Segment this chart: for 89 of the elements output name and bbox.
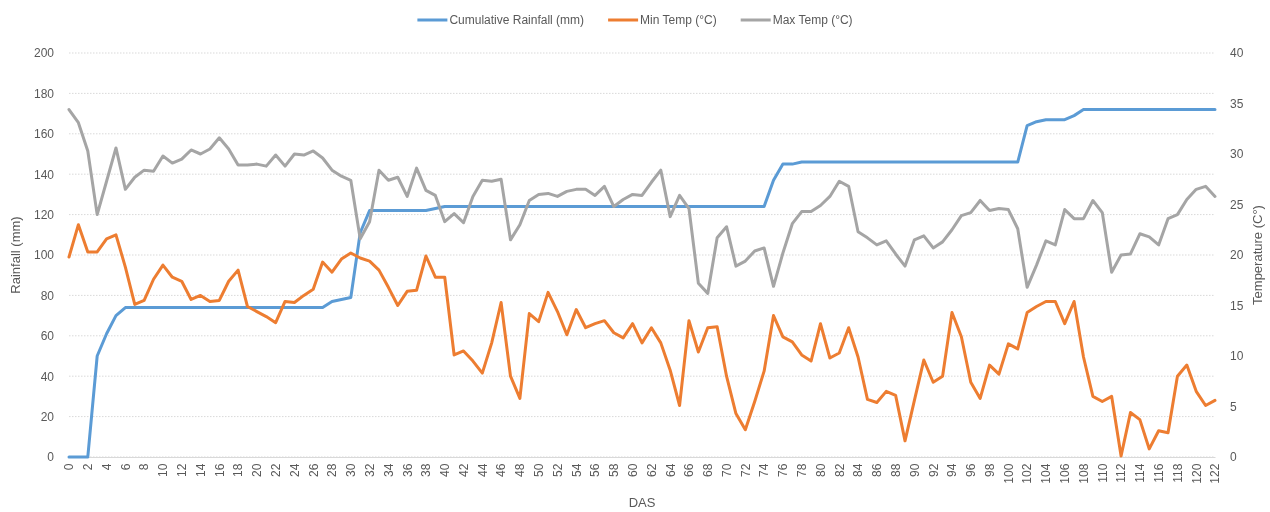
x-tick-label: 32 (362, 463, 377, 477)
x-tick-label: 106 (1058, 463, 1073, 484)
y-tick-label: 80 (40, 288, 55, 303)
x-tick-label: 8 (137, 463, 152, 471)
y2-tick-label: 20 (1230, 248, 1244, 263)
x-tick-label: 102 (1020, 463, 1035, 484)
x-tick-label: 74 (757, 463, 772, 477)
x-tick-label: 100 (1001, 463, 1016, 484)
y-tick-label: 160 (33, 127, 55, 142)
x-tick-label: 64 (663, 463, 678, 477)
legend-label: Cumulative Rainfall (mm) (449, 13, 585, 27)
x-tick-label: 2 (81, 463, 96, 471)
x-tick-label: 52 (550, 463, 565, 477)
x-tick-label: 98 (982, 463, 997, 477)
legend-label: Max Temp (°C) (772, 13, 853, 27)
x-axis-title: DAS (628, 495, 656, 510)
x-tick-label: 38 (419, 463, 434, 477)
y2-tick-label: 30 (1230, 147, 1244, 162)
x-tick-label: 72 (738, 463, 753, 477)
x-tick-label: 16 (212, 463, 227, 477)
x-tick-label: 20 (250, 463, 265, 477)
x-tick-label: 34 (381, 463, 396, 477)
x-tick-label: 78 (795, 463, 810, 477)
y-tick-label: 40 (40, 369, 55, 384)
x-tick-label: 14 (193, 463, 208, 477)
x-tick-label: 58 (607, 463, 622, 477)
line-series (67, 108, 1217, 459)
x-tick-label: 12 (175, 463, 190, 477)
y2-axis-title: Temperature (C°) (1250, 205, 1265, 305)
line-series (67, 223, 1217, 458)
y2-tick-label: 15 (1230, 298, 1244, 313)
x-tick-label: 54 (569, 463, 584, 477)
x-tick-label: 24 (287, 463, 302, 477)
x-tick-label: 116 (1151, 463, 1166, 483)
x-tick-label: 92 (926, 463, 941, 477)
x-tick-label: 120 (1189, 463, 1204, 484)
x-tick-label: 0 (62, 463, 77, 471)
x-tick-label: 46 (494, 463, 509, 477)
x-tick-label: 96 (964, 463, 979, 477)
x-tick-label: 76 (776, 463, 791, 477)
x-tick-label: 60 (625, 463, 640, 477)
x-tick-label: 90 (907, 463, 922, 477)
y2-tick-label: 25 (1230, 197, 1244, 212)
x-tick-label: 104 (1039, 463, 1054, 484)
x-tick-label: 4 (99, 463, 114, 471)
x-tick-label: 66 (682, 463, 697, 477)
y-tick-label: 140 (33, 167, 55, 182)
y-tick-label: 180 (33, 86, 55, 101)
y-tick-label: 200 (33, 46, 55, 61)
y-tick-label: 60 (40, 329, 55, 344)
x-tick-label: 84 (851, 463, 866, 477)
x-tick-label: 118 (1170, 463, 1185, 483)
x-tick-label: 22 (269, 463, 283, 477)
y2-tick-label: 10 (1230, 349, 1244, 364)
x-tick-label: 44 (475, 463, 490, 477)
y2-tick-label: 5 (1230, 399, 1237, 414)
x-tick-label: 6 (118, 463, 133, 471)
x-tick-label: 108 (1076, 463, 1091, 484)
x-tick-label: 110 (1095, 463, 1110, 483)
x-tick-label: 112 (1114, 463, 1129, 483)
x-tick-label: 40 (438, 463, 453, 477)
x-tick-label: 18 (231, 463, 246, 477)
legend-label: Min Temp (°C) (640, 13, 717, 27)
y2-tick-label: 40 (1230, 46, 1244, 61)
x-tick-label: 62 (644, 463, 659, 477)
x-tick-label: 30 (344, 463, 359, 477)
y-tick-label: 120 (33, 207, 55, 222)
x-tick-label: 56 (588, 463, 603, 477)
x-tick-label: 80 (813, 463, 828, 477)
x-tick-label: 36 (400, 463, 415, 477)
x-tick-label: 114 (1133, 463, 1148, 483)
x-tick-label: 86 (870, 463, 885, 477)
x-tick-label: 42 (456, 463, 471, 477)
x-tick-label: 26 (306, 463, 321, 477)
x-tick-label: 122 (1208, 463, 1223, 484)
y-tick-label: 100 (33, 248, 55, 263)
x-tick-label: 48 (513, 463, 528, 477)
y-axis-title: Rainfall (mm) (8, 216, 23, 294)
x-tick-label: 88 (888, 463, 903, 477)
x-tick-label: 10 (156, 463, 171, 477)
x-tick-label: 82 (832, 463, 847, 477)
x-tick-label: 70 (719, 463, 734, 477)
y2-tick-label: 35 (1230, 96, 1244, 111)
x-tick-label: 28 (325, 463, 340, 477)
x-tick-label: 94 (945, 463, 960, 477)
x-tick-label: 50 (532, 463, 547, 477)
x-tick-label: 68 (701, 463, 716, 477)
y-tick-label: 20 (40, 409, 55, 424)
line-series (67, 108, 1217, 295)
